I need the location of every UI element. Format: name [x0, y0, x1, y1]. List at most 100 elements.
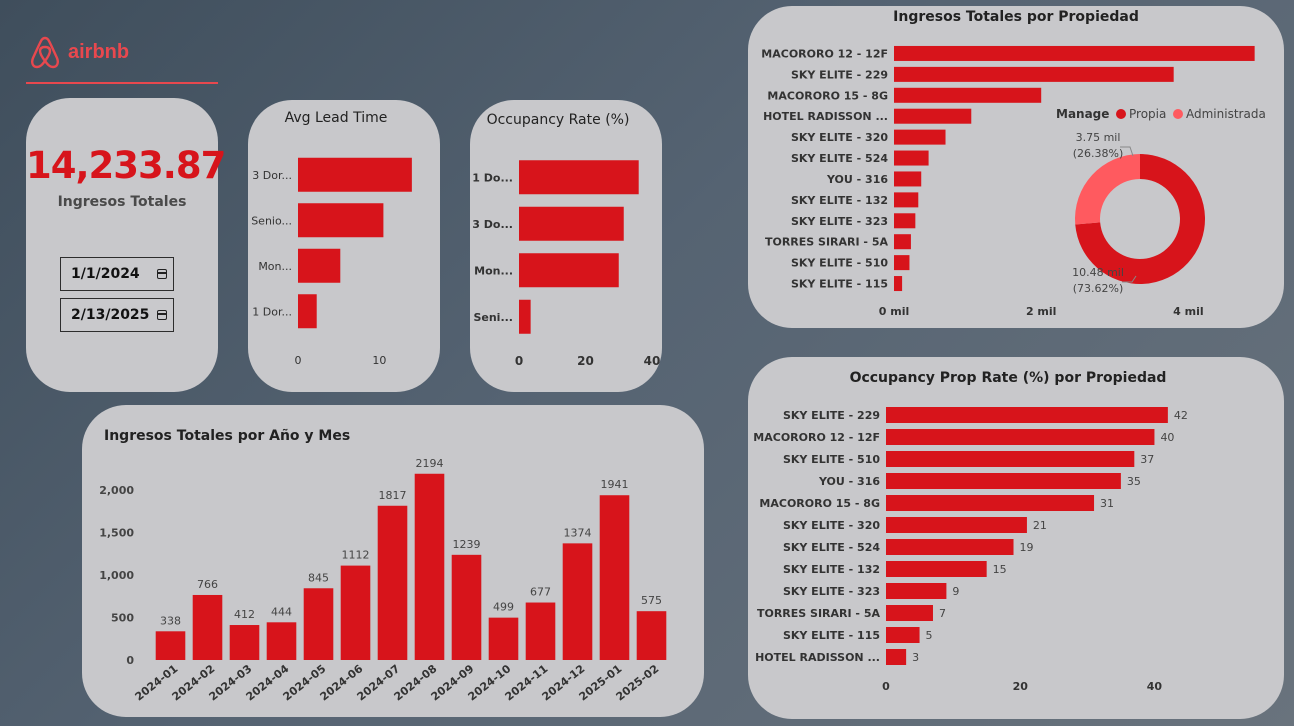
leader-line: [1122, 275, 1137, 283]
bar: [886, 583, 947, 599]
bar: [525, 602, 556, 660]
bar: [599, 495, 630, 660]
bar: [192, 594, 223, 660]
category-label: 1 Dor...: [252, 305, 292, 318]
bar: [636, 611, 667, 660]
occupancy-property-chart: Occupancy Prop Rate (%) por Propiedad SKY…: [753, 370, 1188, 693]
x-tick-label: 40: [644, 354, 661, 368]
bar: [894, 108, 972, 124]
category-label: MACORORO 15 - 8G: [767, 89, 888, 102]
x-tick-label: 2 mil: [1026, 305, 1057, 318]
category-label: SKY ELITE - 115: [783, 629, 880, 642]
category-label: MACORORO 12 - 12F: [753, 431, 880, 444]
chart-title: Occupancy Prop Rate (%) por Propiedad: [850, 370, 1167, 386]
monthly-card: Ingresos Totales por Año y Mes 0 500 1,000 1…: [82, 405, 704, 717]
monthly-revenue-chart: Ingresos Totales por Año y Mes 0 500 1,000 1…: [99, 428, 667, 703]
calendar-icon[interactable]: [157, 269, 167, 279]
bar: [340, 565, 371, 660]
data-label: 7: [939, 607, 946, 620]
data-label: 42: [1174, 409, 1188, 422]
calendar-icon[interactable]: [157, 310, 167, 320]
category-label: SKY ELITE - 320: [791, 131, 888, 144]
data-label: 412: [234, 608, 255, 621]
bar: [414, 473, 445, 660]
bar: [155, 631, 186, 660]
bar: [886, 451, 1135, 467]
x-tick-label: 0: [295, 354, 302, 367]
leader-line: [1120, 146, 1134, 157]
y-tick-label: 0: [126, 654, 134, 667]
chart-title: Occupancy Rate (%): [487, 112, 630, 128]
data-label: 3.75 mil: [1076, 131, 1121, 144]
brand-name: airbnb: [68, 41, 130, 63]
data-label: 19: [1020, 541, 1034, 554]
category-label: SKY ELITE - 524: [783, 541, 880, 554]
category-label: TORRES SIRARI - 5A: [765, 236, 889, 249]
data-label: 677: [530, 586, 551, 599]
bar: [377, 505, 408, 660]
bar: [298, 157, 412, 192]
legend-marker: [1173, 109, 1183, 119]
end-date-value: 2/13/2025: [71, 307, 150, 323]
data-label: 2194: [416, 457, 444, 470]
data-label: 1239: [453, 538, 481, 551]
start-date-picker[interactable]: 1/1/2024: [60, 257, 174, 291]
category-label: SKY ELITE - 323: [783, 585, 880, 598]
data-label: 21: [1033, 519, 1047, 532]
bar: [886, 473, 1121, 489]
category-label: SKY ELITE - 115: [791, 278, 888, 291]
data-label-pct: (73.62%): [1073, 282, 1124, 295]
bar: [886, 627, 920, 643]
data-label: 1941: [601, 478, 629, 491]
end-date-picker[interactable]: 2/13/2025: [60, 298, 174, 332]
bar: [298, 203, 384, 238]
legend-title: Manage: [1056, 107, 1109, 121]
category-label: SKY ELITE - 510: [783, 453, 880, 466]
x-tick-label: 40: [1147, 680, 1163, 693]
category-label: TORRES SIRARI - 5A: [757, 607, 881, 620]
bar: [298, 248, 341, 283]
data-label: 5: [926, 629, 933, 642]
data-label: 338: [160, 614, 181, 627]
category-label: SKY ELITE - 524: [791, 152, 888, 165]
data-label: 10.48 mil: [1072, 266, 1124, 279]
y-tick-label: 1,000: [99, 569, 134, 582]
category-label: 3 Do...: [472, 218, 513, 231]
category-label: 3 Dor...: [252, 169, 292, 182]
start-date-value: 1/1/2024: [71, 266, 140, 282]
data-label: 37: [1140, 453, 1154, 466]
bar: [894, 87, 1042, 103]
chart-title: Ingresos Totales por Año y Mes: [104, 428, 350, 444]
x-tick-label: 20: [577, 354, 594, 368]
kpi-value: 14,233.87: [26, 144, 226, 187]
revenue-property-card: Ingresos Totales por Propiedad MACORORO 1…: [748, 6, 1284, 328]
bar: [886, 429, 1155, 445]
occupancy-card: Occupancy Rate (%) 1 Do... 3 Do... Mon... Se…: [470, 100, 662, 392]
bar: [886, 517, 1027, 533]
data-label: 15: [993, 563, 1007, 576]
bar: [451, 554, 482, 660]
kpi-label: Ingresos Totales: [57, 194, 187, 210]
bar: [298, 294, 317, 329]
lead-time-chart: Avg Lead Time 3 Dor... Senio... Mon... 1 Dor…: [251, 110, 412, 367]
data-label-pct: (26.38%): [1073, 147, 1124, 160]
x-tick-label: 10: [372, 354, 386, 367]
category-label: SKY ELITE - 229: [791, 68, 888, 81]
data-label: 845: [308, 571, 329, 584]
bar: [303, 588, 334, 660]
x-tick-label: 0 mil: [879, 305, 910, 318]
legend-marker: [1116, 109, 1126, 119]
bar: [894, 255, 910, 271]
bar: [519, 160, 639, 195]
logo-underline: [26, 82, 218, 84]
lead-time-card: Avg Lead Time 3 Dor... Senio... Mon... 1 Dor…: [248, 100, 440, 392]
bar: [886, 605, 933, 621]
bar: [886, 407, 1168, 423]
data-label: 766: [197, 578, 218, 591]
y-tick-label: 1,500: [99, 527, 134, 540]
data-label: 1112: [342, 549, 370, 562]
data-label: 575: [641, 594, 662, 607]
chart-title: Avg Lead Time: [285, 110, 388, 126]
category-label: SKY ELITE - 323: [791, 215, 888, 228]
category-label: Senio...: [251, 214, 292, 227]
